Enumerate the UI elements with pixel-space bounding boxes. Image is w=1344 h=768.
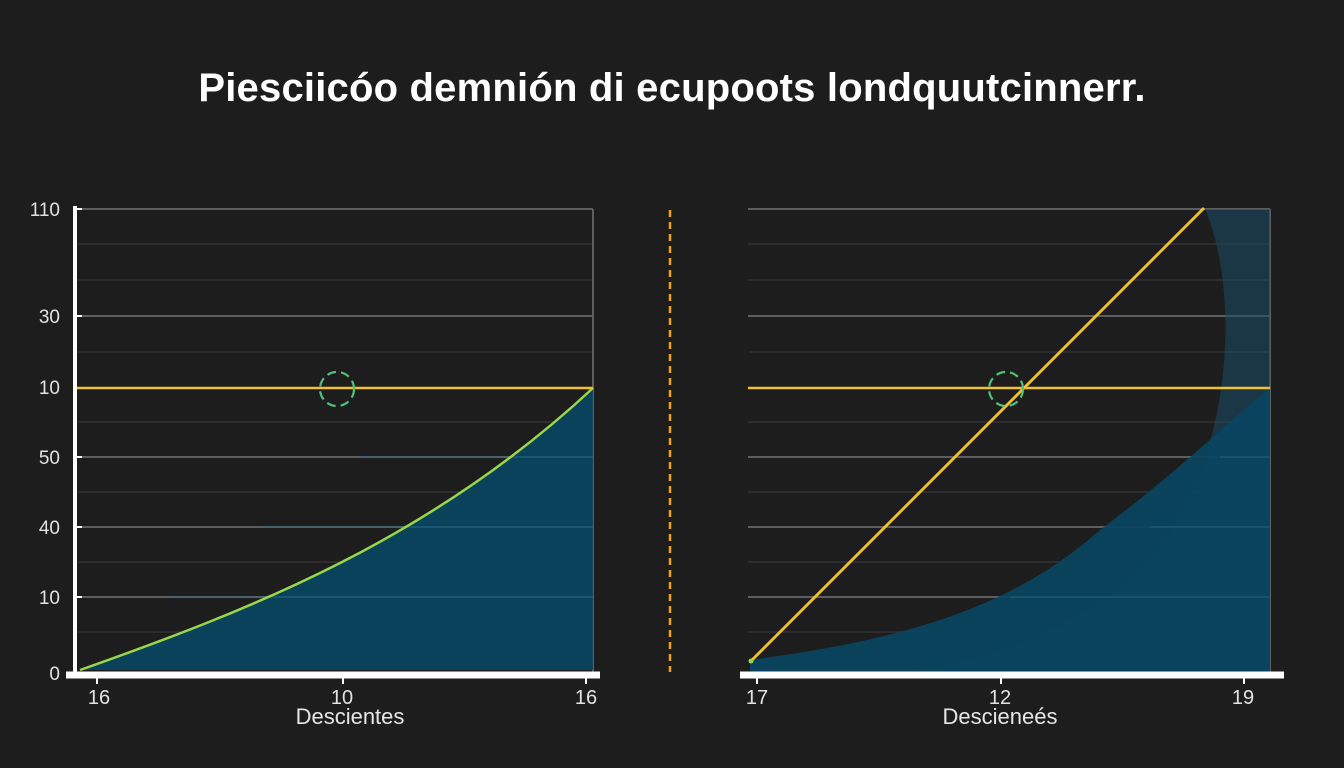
right-x-axis-label: Descieneés [943, 704, 1058, 729]
right-x-tick-label: 19 [1232, 687, 1254, 709]
right-circle-marker [987, 370, 1025, 408]
left-x-tick-label: 16 [575, 687, 597, 709]
left-y-tick-label: 0 [49, 664, 60, 685]
left-chart: 110 30 10 50 40 10 0 16 10 16 Descientes [30, 200, 600, 729]
left-x-axis-label: Descientes [296, 704, 405, 729]
left-y-tick-label: 110 [30, 200, 60, 221]
right-x-tick-label: 12 [989, 687, 1011, 709]
left-y-tick-label: 10 [39, 588, 60, 609]
left-green-curve [79, 387, 594, 672]
left-circle-marker [318, 370, 356, 408]
left-y-tick-label: 50 [39, 448, 60, 469]
right-yellow-diagonal-line [749, 207, 1205, 663]
left-area-fill [80, 388, 593, 670]
left-x-tick-label: 16 [88, 687, 110, 709]
right-chart: 17 12 19 Descieneés [740, 207, 1284, 729]
right-area-fill [750, 388, 1270, 672]
left-y-tick-label: 40 [39, 518, 60, 539]
right-start-point [748, 658, 754, 664]
right-x-tick-label: 17 [746, 687, 768, 709]
left-y-tick-label: 30 [39, 307, 60, 328]
chart-title: Piesciicóo demnión di ecupoots londquutc… [198, 66, 1146, 110]
left-y-tick-label: 10 [39, 378, 60, 399]
left-x-tick-label: 10 [331, 687, 353, 709]
